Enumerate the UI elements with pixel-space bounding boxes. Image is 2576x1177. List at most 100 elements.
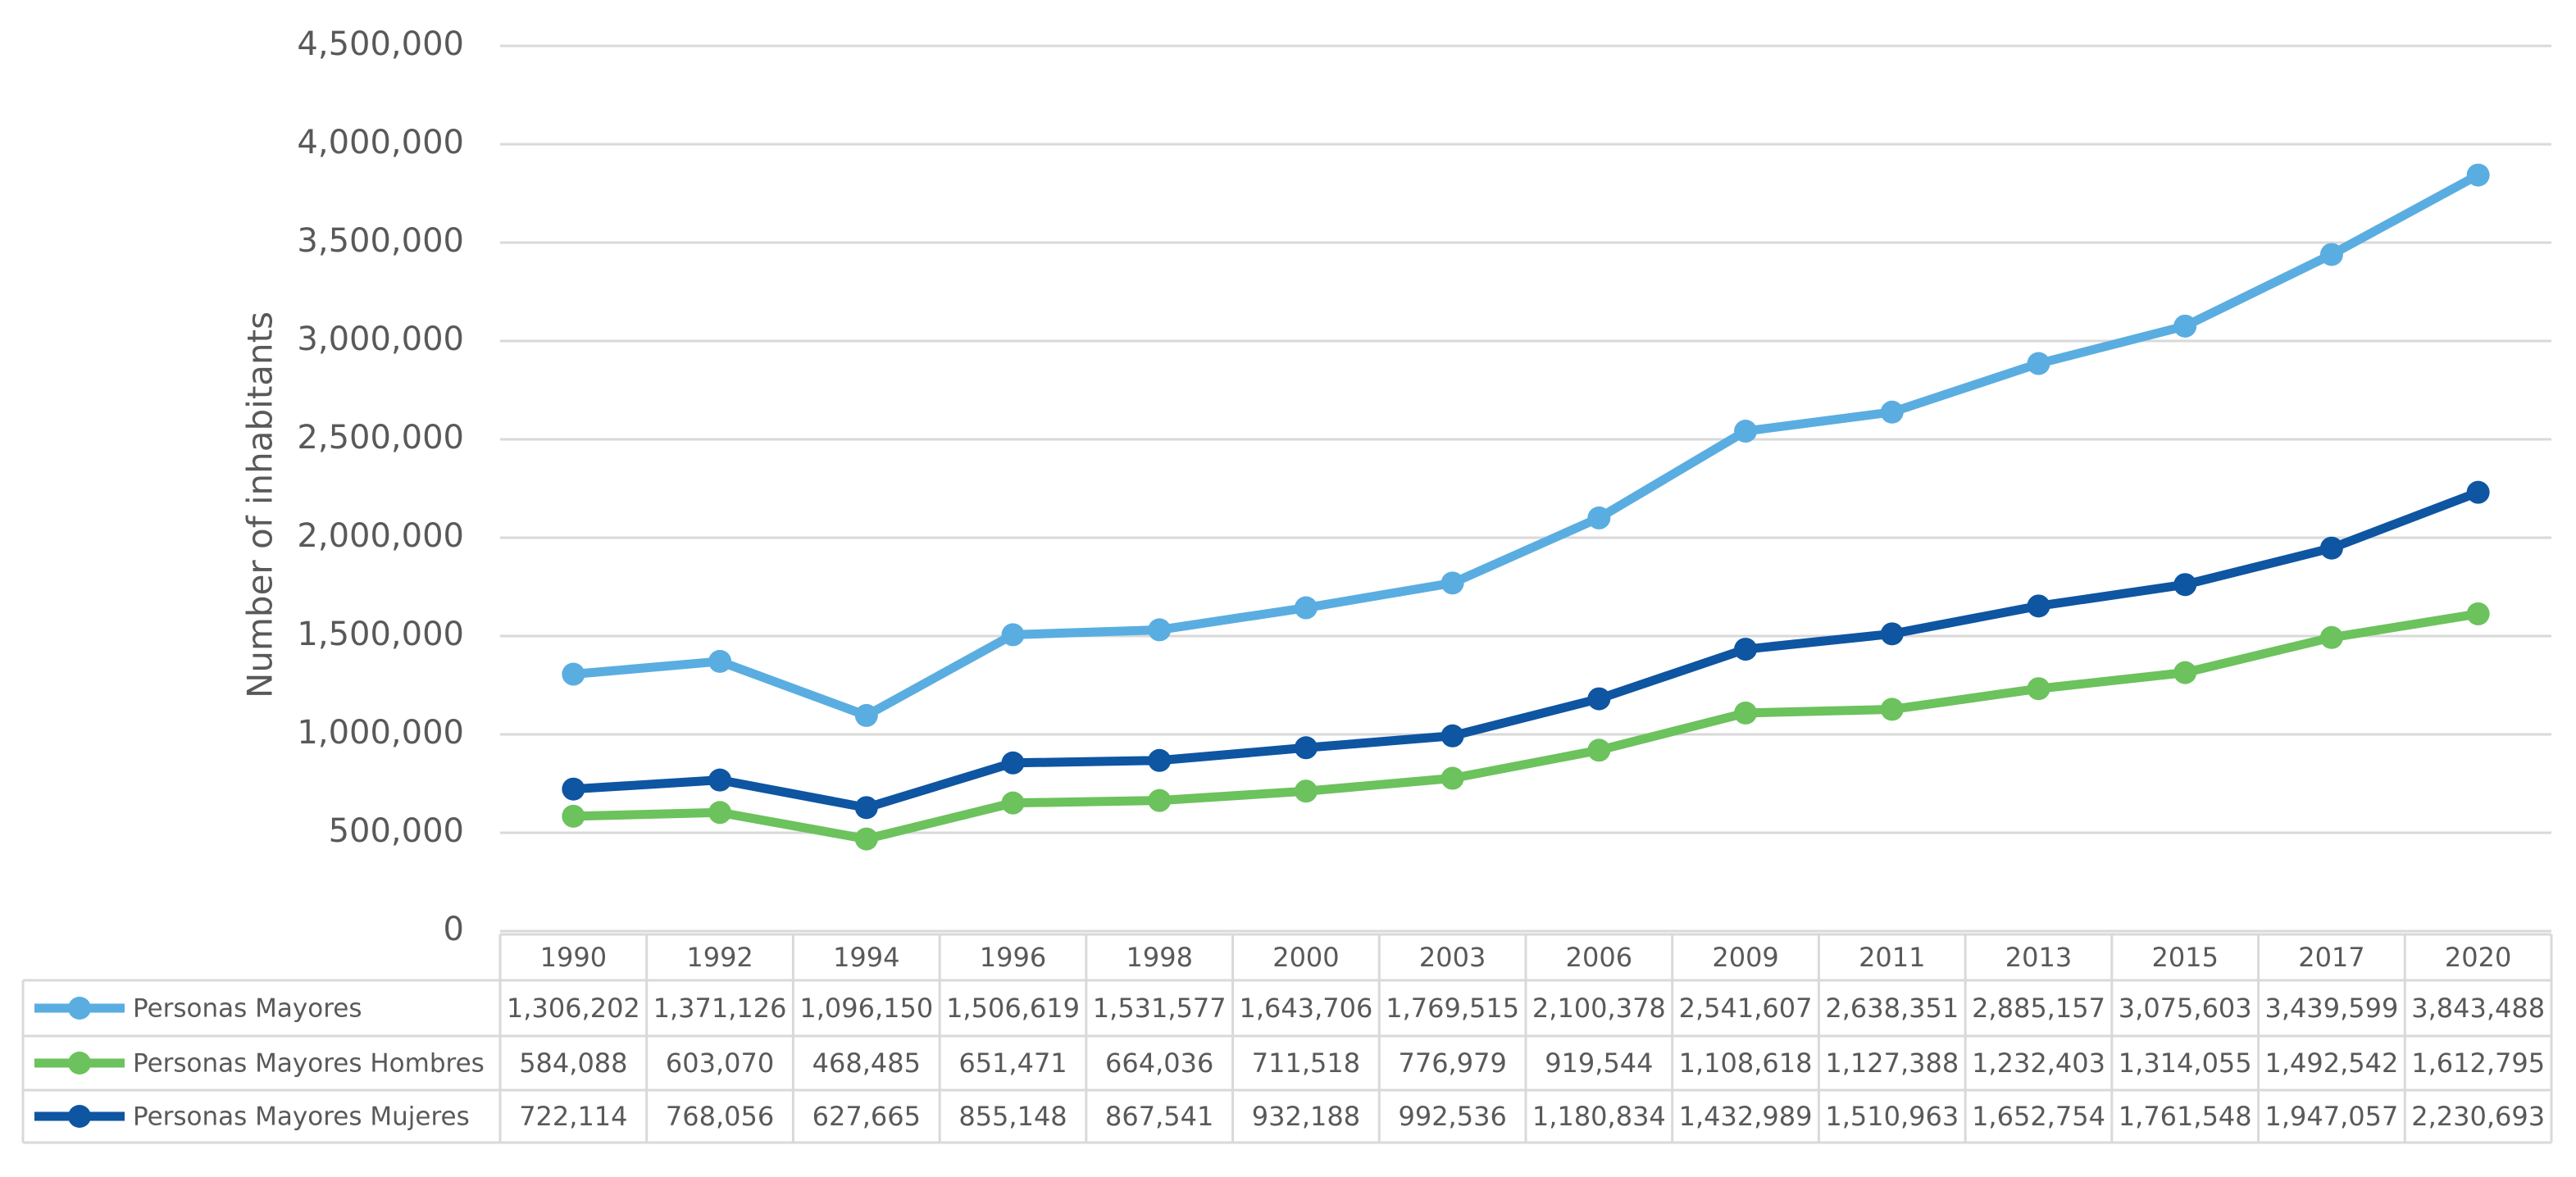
table-value: 603,070 xyxy=(666,1047,774,1079)
point-marker xyxy=(2027,352,2050,375)
point-marker xyxy=(1294,779,1318,803)
table-value: 1,371,126 xyxy=(653,993,787,1024)
legend-marker xyxy=(68,997,91,1020)
x-tick-label: 2013 xyxy=(2005,942,2072,973)
point-marker xyxy=(1148,748,1172,772)
point-marker xyxy=(2466,163,2490,187)
point-marker xyxy=(1587,687,1611,711)
point-marker xyxy=(1001,623,1025,647)
x-tick-label: 2017 xyxy=(2298,942,2364,973)
x-tick-label: 2006 xyxy=(1566,942,1632,973)
table-value: 932,188 xyxy=(1252,1101,1360,1132)
table-value: 1,108,618 xyxy=(1679,1047,1813,1079)
x-tick-label: 1996 xyxy=(980,942,1046,973)
point-marker xyxy=(1148,788,1172,812)
table-value: 1,096,150 xyxy=(799,993,933,1024)
point-marker xyxy=(1734,701,1758,725)
point-marker xyxy=(2173,573,2197,597)
point-marker xyxy=(1880,622,1904,646)
point-marker xyxy=(854,796,878,820)
y-tick-label: 0 xyxy=(444,911,464,948)
point-marker xyxy=(2319,243,2343,266)
series-line xyxy=(573,488,2480,812)
table-value: 1,761,548 xyxy=(2119,1101,2252,1132)
point-marker xyxy=(1294,736,1318,760)
table-value: 768,056 xyxy=(666,1101,774,1132)
point-marker xyxy=(2173,661,2197,684)
point-marker xyxy=(708,768,732,792)
table-value: 468,485 xyxy=(812,1047,921,1079)
point-marker xyxy=(1440,724,1464,748)
table-value: 1,314,055 xyxy=(2119,1047,2252,1079)
table-value: 1,769,515 xyxy=(1386,993,1519,1024)
table-value: 1,232,403 xyxy=(1972,1047,2105,1079)
table-value: 627,665 xyxy=(812,1101,921,1132)
x-tick-label: 2020 xyxy=(2445,942,2511,973)
table-value: 2,541,607 xyxy=(1679,993,1813,1024)
table-value: 2,885,157 xyxy=(1972,993,2105,1024)
point-marker xyxy=(1294,596,1318,620)
legend-marker xyxy=(68,1052,91,1075)
x-tick-label: 1990 xyxy=(540,942,607,973)
point-marker xyxy=(2173,314,2197,338)
y-tick-label: 4,500,000 xyxy=(297,25,464,63)
x-tick-label: 1994 xyxy=(833,942,899,973)
table-value: 651,471 xyxy=(958,1047,1067,1079)
table-value: 919,544 xyxy=(1545,1047,1653,1079)
table-value: 711,518 xyxy=(1252,1047,1360,1079)
table-value: 1,432,989 xyxy=(1679,1101,1813,1132)
table-value: 867,541 xyxy=(1105,1101,1213,1132)
point-marker xyxy=(1587,738,1611,762)
point-marker xyxy=(2466,480,2490,504)
point-marker xyxy=(2319,536,2343,560)
table-value: 1,180,834 xyxy=(1532,1101,1666,1132)
table-value: 2,100,378 xyxy=(1532,993,1666,1024)
point-marker xyxy=(1734,638,1758,661)
point-marker xyxy=(708,649,732,673)
table-value: 1,947,057 xyxy=(2264,1101,2398,1132)
point-marker xyxy=(1148,618,1172,642)
table-value: 2,638,351 xyxy=(1825,993,1959,1024)
point-marker xyxy=(562,777,585,801)
table-value: 664,036 xyxy=(1105,1047,1213,1079)
y-tick-label: 3,500,000 xyxy=(297,222,464,260)
point-marker xyxy=(2027,677,2050,701)
series-line xyxy=(573,609,2479,844)
x-tick-label: 2015 xyxy=(2151,942,2218,973)
point-marker xyxy=(2319,625,2343,649)
table-value: 584,088 xyxy=(519,1047,627,1079)
table-value: 3,843,488 xyxy=(2411,993,2545,1024)
point-marker xyxy=(708,801,732,825)
table-value: 1,510,963 xyxy=(1825,1101,1959,1132)
point-marker xyxy=(562,804,585,828)
y-tick-label: 500,000 xyxy=(329,812,464,850)
point-marker xyxy=(1001,791,1025,815)
x-tick-label: 1998 xyxy=(1126,942,1192,973)
y-tick-label: 3,000,000 xyxy=(297,320,464,358)
point-marker xyxy=(1440,766,1464,790)
point-marker xyxy=(1880,400,1904,424)
legend-label: Personas Mayores xyxy=(133,994,362,1024)
y-tick-label: 1,500,000 xyxy=(297,616,464,653)
table-value: 1,492,542 xyxy=(2264,1047,2398,1079)
y-tick-label: 1,000,000 xyxy=(297,714,464,752)
point-marker xyxy=(1440,571,1464,595)
point-marker xyxy=(1734,420,1758,443)
table-value: 855,148 xyxy=(958,1101,1067,1132)
point-marker xyxy=(854,827,878,851)
point-marker xyxy=(1001,751,1025,775)
table-value: 1,506,619 xyxy=(946,993,1080,1024)
x-tick-label: 2000 xyxy=(1272,942,1339,973)
series-line xyxy=(572,170,2481,720)
table-value: 1,612,795 xyxy=(2411,1047,2545,1079)
x-tick-label: 2003 xyxy=(1419,942,1486,973)
y-axis-label: Number of inhabitants xyxy=(240,311,280,698)
x-tick-label: 1992 xyxy=(686,942,753,973)
point-marker xyxy=(854,703,878,727)
point-marker xyxy=(2027,594,2050,618)
y-tick-label: 2,500,000 xyxy=(297,419,464,457)
point-marker xyxy=(562,662,585,686)
y-tick-label: 2,000,000 xyxy=(297,517,464,555)
point-marker xyxy=(2466,602,2490,625)
